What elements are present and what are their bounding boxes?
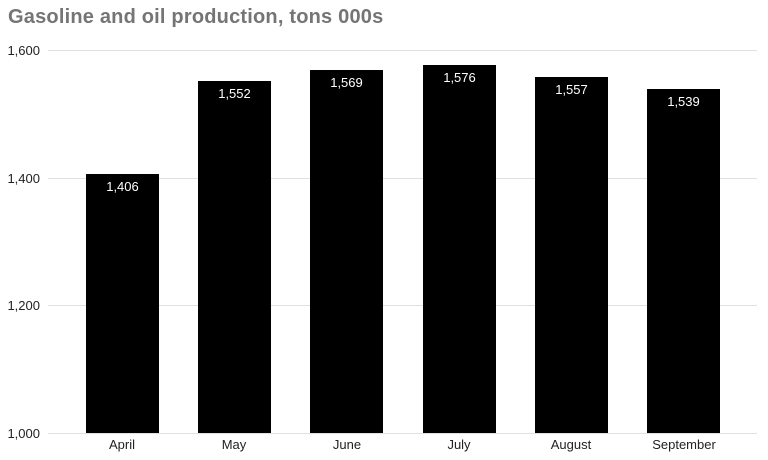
bar: 1,557 (535, 77, 608, 433)
y-gridline (48, 178, 757, 179)
x-axis-category-label: July (447, 437, 471, 452)
bar: 1,406 (86, 174, 159, 433)
bar-value-label: 1,406 (106, 179, 139, 194)
bar-value-label: 1,552 (218, 86, 251, 101)
bar-value-label: 1,576 (443, 70, 476, 85)
chart-title: Gasoline and oil production, tons 000s (8, 6, 384, 28)
bar: 1,569 (310, 70, 383, 433)
bar: 1,576 (423, 65, 496, 433)
y-axis-tick-label: 1,200 (7, 298, 40, 313)
y-gridline (48, 305, 757, 306)
bar: 1,539 (647, 89, 720, 433)
y-axis-tick-label: 1,000 (7, 426, 40, 441)
x-axis-category-label: May (221, 437, 247, 452)
bar-value-label: 1,569 (330, 75, 363, 90)
x-axis-category-label: September (652, 437, 716, 452)
bar: 1,552 (198, 81, 271, 433)
x-axis-category-label: August (550, 437, 592, 452)
bar-value-label: 1,557 (555, 82, 588, 97)
x-axis-category-label: June (332, 437, 362, 452)
y-gridline (48, 433, 757, 434)
y-axis-tick-label: 1,400 (7, 171, 40, 186)
y-axis-tick-label: 1,600 (7, 43, 40, 58)
x-axis-category-label: April (108, 437, 135, 452)
y-gridline (48, 50, 757, 51)
bar-value-label: 1,539 (667, 94, 700, 109)
